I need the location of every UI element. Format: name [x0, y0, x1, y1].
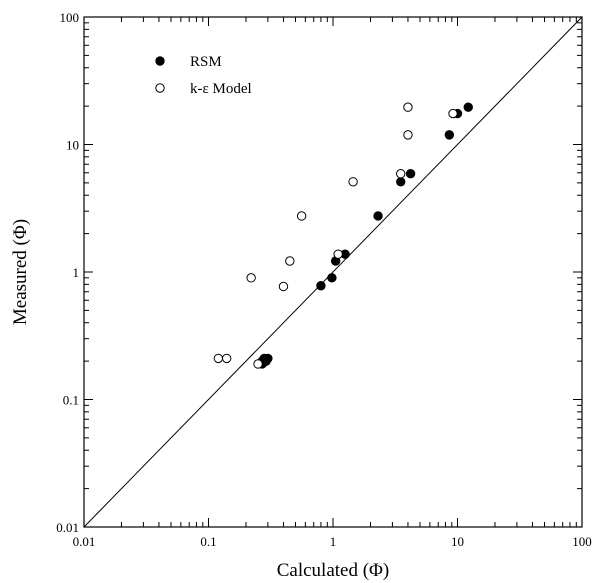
- k-epsilon-point: [333, 249, 343, 259]
- legend-marker: [155, 83, 165, 93]
- k-epsilon-point: [296, 211, 307, 221]
- legend: RSM k-ε Model: [155, 54, 252, 97]
- x-tick-label: 0.1: [200, 534, 216, 549]
- legend-label: k-ε Model: [190, 81, 252, 97]
- k-epsilon-point: [253, 359, 263, 369]
- y-tick-label: 0.1: [63, 393, 79, 408]
- k-epsilon-point: [246, 273, 256, 283]
- data-points: [213, 102, 473, 369]
- k-epsilon-point: [285, 256, 295, 266]
- rsm-point: [444, 130, 455, 140]
- rsm-point: [463, 102, 473, 112]
- rsm-point: [327, 273, 337, 283]
- legend-marker: [155, 56, 165, 66]
- rsm-point: [405, 169, 416, 179]
- reference-line-y-equals-x: [83, 16, 583, 528]
- x-tick-label: 1: [330, 534, 337, 549]
- rsm-point: [373, 211, 383, 221]
- k-epsilon-point: [396, 169, 406, 179]
- k-epsilon-point: [221, 353, 232, 364]
- y-tick-label: 1: [73, 265, 80, 280]
- x-tick-label: 100: [572, 534, 592, 549]
- tick-labels: 0.01 0.1 1 10 100 0.01 0.1 1 10 100: [56, 10, 592, 549]
- k-epsilon-point: [403, 130, 413, 140]
- rsm-point: [316, 281, 326, 291]
- y-tick-label: 0.01: [56, 520, 79, 535]
- legend-label: RSM: [190, 54, 222, 70]
- k-epsilon-point: [448, 108, 458, 119]
- y-tick-label: 100: [60, 10, 80, 25]
- k-epsilon-point: [213, 353, 224, 364]
- axis-ticks: [83, 16, 583, 528]
- x-tick-label: 0.01: [73, 534, 96, 549]
- y-tick-label: 10: [66, 138, 79, 153]
- x-axis-title: Calculated (Φ): [277, 560, 390, 581]
- y-axis-title: Measured (Φ): [10, 219, 31, 325]
- k-epsilon-point: [348, 177, 358, 187]
- k-epsilon-point: [403, 102, 413, 112]
- x-tick-label: 10: [451, 534, 464, 549]
- rsm-point: [396, 177, 406, 187]
- k-epsilon-point: [278, 281, 289, 292]
